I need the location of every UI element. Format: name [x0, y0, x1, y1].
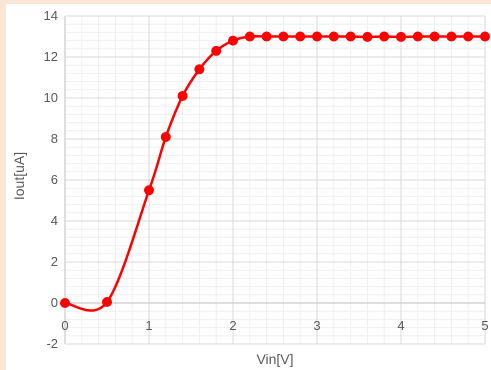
data-point: [177, 90, 188, 101]
data-point: [396, 31, 406, 42]
series-group: [60, 31, 490, 312]
x-tick-label: 1: [145, 318, 152, 333]
data-point: [379, 31, 390, 42]
y-tick-label: 12: [44, 49, 58, 64]
data-point: [463, 31, 474, 42]
data-point: [278, 31, 289, 42]
data-point: [345, 31, 356, 42]
x-tick-label: 3: [313, 318, 320, 333]
y-tick-label: 14: [44, 8, 58, 23]
data-point: [102, 296, 112, 307]
axes: [64, 16, 485, 344]
data-point: [429, 31, 440, 42]
data-point: [211, 45, 222, 56]
data-point: [244, 31, 255, 42]
y-tick-label: 10: [44, 90, 58, 105]
series-line: [64, 34, 485, 312]
x-tick-labels: 0 1 2 3 4 5: [61, 318, 488, 333]
data-point: [295, 31, 306, 42]
x-axis-label: Vin[V]: [256, 351, 293, 367]
x-tick-label: 5: [481, 318, 488, 333]
data-point: [328, 31, 339, 42]
y-tick-label: 2: [51, 254, 58, 269]
data-point: [362, 31, 373, 42]
y-axis-label: Iout[uA]: [11, 152, 27, 200]
y-tick-label: 0: [51, 295, 58, 310]
data-point: [144, 185, 154, 196]
y-tick-label: -2: [46, 336, 58, 351]
y-tick-label: 8: [51, 131, 58, 146]
data-point: [480, 31, 490, 42]
data-point: [261, 31, 272, 42]
x-tick-label: 2: [229, 318, 236, 333]
data-point: [60, 298, 70, 308]
data-point: [194, 64, 205, 75]
data-point: [312, 31, 322, 42]
data-point: [446, 31, 457, 42]
y-tick-labels: -2 0 2 4 6 8 10 12 14: [44, 8, 58, 351]
x-tick-label: 0: [61, 318, 68, 333]
data-point: [160, 131, 171, 142]
x-tick-label: 4: [397, 318, 404, 333]
data-point: [228, 35, 238, 46]
y-tick-label: 4: [51, 213, 58, 228]
data-point: [412, 31, 423, 42]
y-tick-label: 6: [51, 172, 58, 187]
